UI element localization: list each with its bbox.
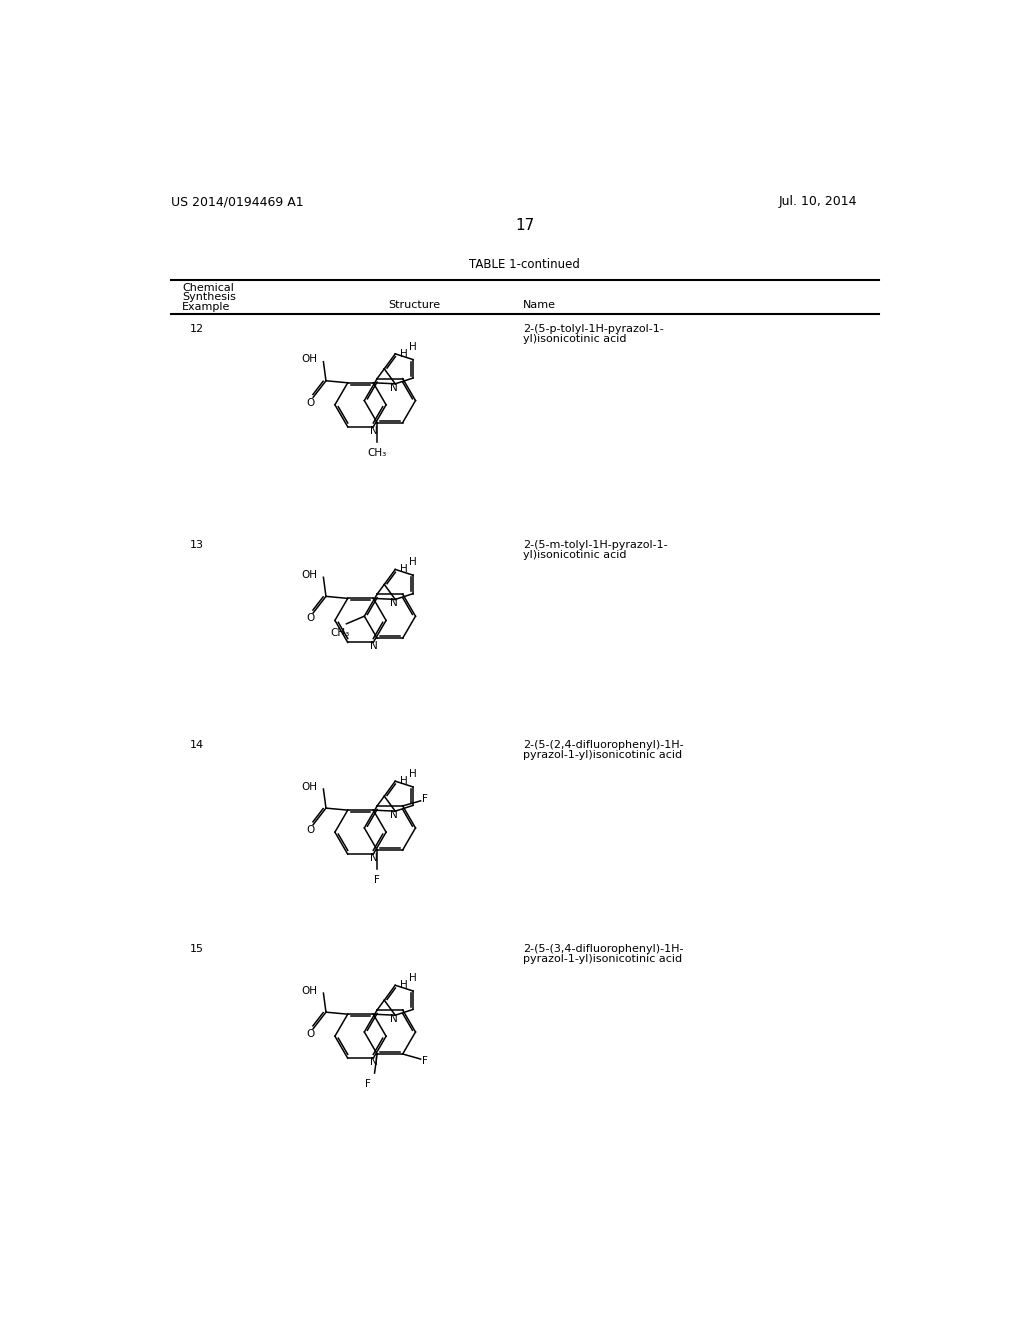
- Text: OH: OH: [301, 986, 317, 995]
- Text: N: N: [390, 383, 397, 392]
- Text: H: H: [400, 981, 408, 990]
- Text: 2-(5-m-tolyl-1H-pyrazol-1-: 2-(5-m-tolyl-1H-pyrazol-1-: [523, 540, 668, 549]
- Text: 2-(5-p-tolyl-1H-pyrazol-1-: 2-(5-p-tolyl-1H-pyrazol-1-: [523, 323, 664, 334]
- Text: H: H: [410, 973, 417, 983]
- Text: OH: OH: [301, 781, 317, 792]
- Text: N: N: [371, 853, 378, 863]
- Text: Name: Name: [523, 300, 556, 310]
- Text: H: H: [400, 565, 408, 574]
- Text: F: F: [374, 875, 380, 886]
- Text: Example: Example: [182, 302, 230, 312]
- Text: O: O: [306, 614, 314, 623]
- Text: N: N: [371, 642, 378, 651]
- Text: pyrazol-1-yl)isonicotinic acid: pyrazol-1-yl)isonicotinic acid: [523, 750, 682, 760]
- Text: 17: 17: [515, 218, 535, 234]
- Text: Chemical: Chemical: [182, 284, 234, 293]
- Text: 2-(5-(2,4-difluorophenyl)-1H-: 2-(5-(2,4-difluorophenyl)-1H-: [523, 739, 684, 750]
- Text: Synthesis: Synthesis: [182, 293, 237, 302]
- Text: Jul. 10, 2014: Jul. 10, 2014: [779, 195, 857, 209]
- Text: O: O: [306, 397, 314, 408]
- Text: 15: 15: [190, 944, 204, 954]
- Text: N: N: [371, 425, 378, 436]
- Text: O: O: [306, 1030, 314, 1039]
- Text: F: F: [422, 793, 428, 804]
- Text: O: O: [306, 825, 314, 836]
- Text: pyrazol-1-yl)isonicotinic acid: pyrazol-1-yl)isonicotinic acid: [523, 954, 682, 964]
- Text: H: H: [410, 342, 417, 352]
- Text: 13: 13: [190, 540, 204, 549]
- Text: 12: 12: [190, 323, 204, 334]
- Text: OH: OH: [301, 354, 317, 364]
- Text: 2-(5-(3,4-difluorophenyl)-1H-: 2-(5-(3,4-difluorophenyl)-1H-: [523, 944, 684, 954]
- Text: H: H: [410, 557, 417, 568]
- Text: CH₃: CH₃: [368, 447, 387, 458]
- Text: N: N: [371, 1057, 378, 1067]
- Text: Structure: Structure: [389, 300, 440, 310]
- Text: CH₃: CH₃: [331, 628, 350, 639]
- Text: yl)isonicotinic acid: yl)isonicotinic acid: [523, 334, 627, 345]
- Text: OH: OH: [301, 570, 317, 579]
- Text: N: N: [390, 598, 397, 609]
- Text: H: H: [400, 776, 408, 787]
- Text: yl)isonicotinic acid: yl)isonicotinic acid: [523, 549, 627, 560]
- Text: TABLE 1-continued: TABLE 1-continued: [469, 259, 581, 272]
- Text: F: F: [422, 1056, 428, 1067]
- Text: H: H: [400, 348, 408, 359]
- Text: H: H: [410, 770, 417, 779]
- Text: N: N: [390, 1014, 397, 1024]
- Text: 14: 14: [190, 739, 204, 750]
- Text: F: F: [366, 1080, 372, 1089]
- Text: N: N: [390, 810, 397, 820]
- Text: US 2014/0194469 A1: US 2014/0194469 A1: [171, 195, 303, 209]
